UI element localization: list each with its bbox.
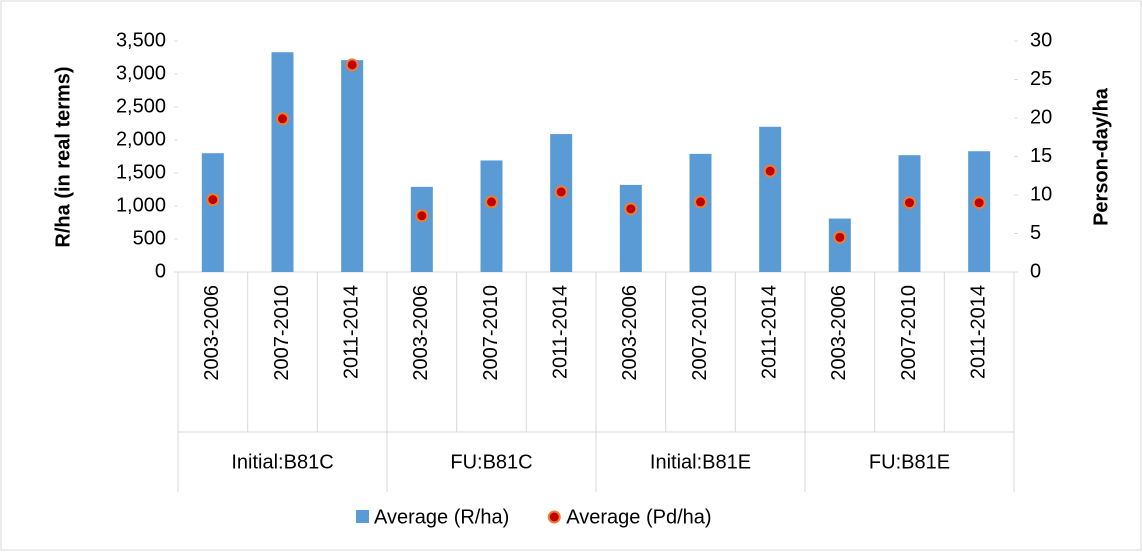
y-tick-label: 1,500 (116, 161, 166, 183)
y-tick-label: 500 (133, 227, 166, 249)
group-label: FU:B81E (869, 451, 950, 473)
x-tick-label: 2007-2010 (271, 285, 293, 381)
x-tick-label: 2011-2014 (967, 285, 989, 379)
point (833, 230, 847, 244)
legend-label: Average (R/ha) (374, 506, 509, 528)
x-tick-label: 2007-2010 (689, 285, 711, 381)
y2-tick-label: 0 (1030, 260, 1041, 282)
point (485, 195, 498, 209)
group-label: FU:B81C (450, 451, 532, 473)
y2-axis-title: Person-day/ha (1090, 87, 1112, 226)
x-tick-label: 2011-2014 (758, 285, 780, 379)
y2-tick-label: 20 (1030, 106, 1052, 128)
x-tick-label: 2007-2010 (898, 285, 920, 381)
point (554, 185, 568, 199)
bar (480, 160, 503, 272)
y2-tick-label: 5 (1030, 222, 1041, 244)
y-tick-label: 2,500 (116, 95, 166, 117)
y2-tick-label: 10 (1030, 183, 1052, 205)
group-label: Initial:B81E (650, 451, 751, 473)
x-tick-label: 2003-2006 (828, 285, 850, 381)
point (903, 196, 916, 210)
bar (968, 151, 991, 272)
x-tick-label: 2003-2006 (410, 285, 432, 381)
y-tick-label: 1,000 (116, 194, 166, 216)
y-tick-label: 0 (155, 260, 166, 282)
x-tick-label: 2007-2010 (480, 285, 502, 381)
y2-tick-label: 25 (1030, 68, 1052, 90)
point (415, 209, 429, 223)
legend-swatch (356, 510, 369, 523)
bar (550, 134, 573, 272)
legend-label: Average (Pd/ha) (566, 506, 711, 528)
y-tick-label: 2,000 (116, 128, 166, 150)
y2-tick-label: 15 (1030, 145, 1052, 167)
y-tick-label: 3,500 (116, 29, 166, 51)
bar (759, 126, 782, 272)
point (763, 164, 777, 178)
x-tick-label: 2011-2014 (340, 285, 362, 379)
bar (898, 155, 921, 272)
bar (689, 153, 712, 272)
y2-tick-label: 30 (1030, 29, 1052, 51)
x-tick-label: 2003-2006 (619, 285, 641, 381)
bar (341, 60, 364, 272)
point (624, 202, 638, 216)
point (276, 112, 289, 126)
legend-swatch (547, 510, 561, 524)
bar (271, 52, 294, 272)
bar (619, 184, 642, 272)
point (345, 58, 359, 72)
point (972, 196, 986, 210)
point (694, 195, 707, 209)
point (206, 193, 220, 207)
x-tick-label: 2011-2014 (549, 285, 571, 379)
x-tick-label: 2003-2006 (201, 285, 223, 381)
bar (201, 153, 224, 272)
bar (828, 218, 851, 272)
group-label: Initial:B81C (231, 451, 333, 473)
y-tick-label: 3,000 (116, 62, 166, 84)
y-axis-title: R/ha (in real terms) (52, 66, 74, 247)
bar (410, 186, 433, 272)
